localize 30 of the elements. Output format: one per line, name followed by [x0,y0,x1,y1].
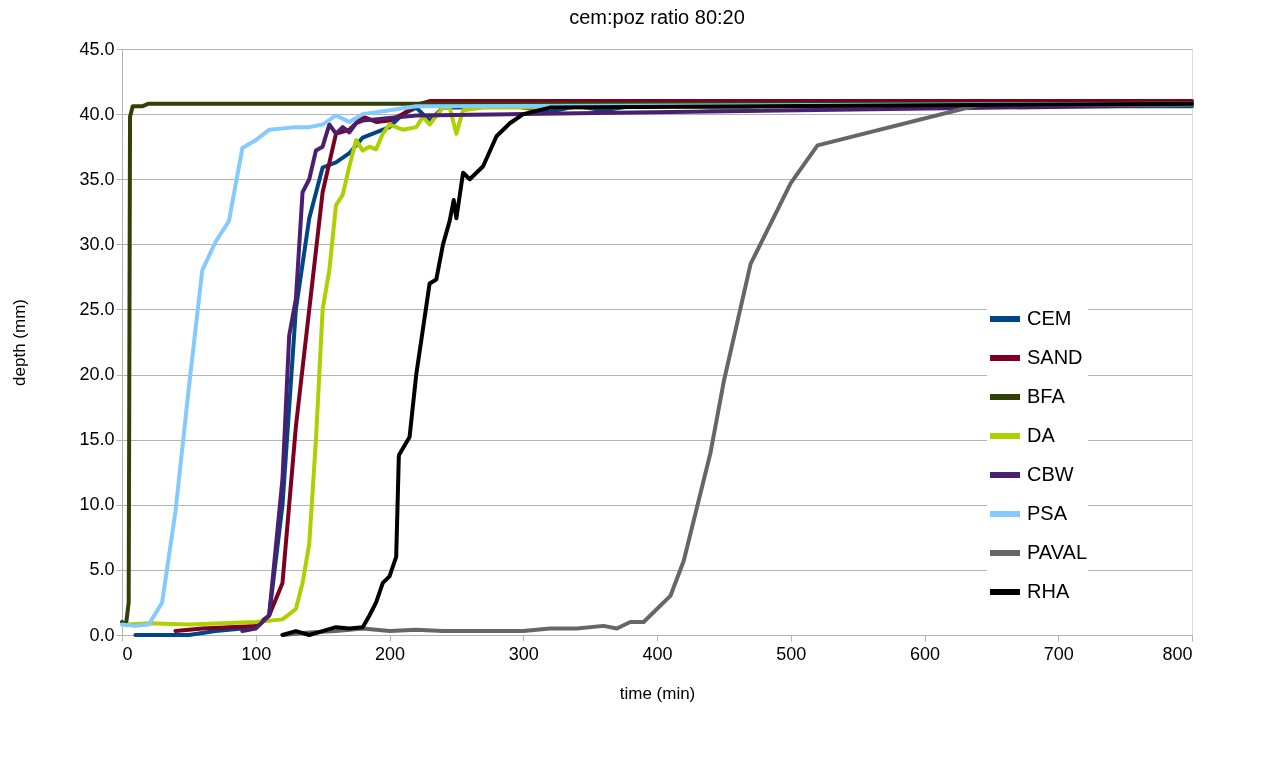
y-tick-label: 0.0 [89,624,115,645]
x-tick-label: 300 [508,643,539,664]
legend-label: CBW [1027,462,1074,485]
x-tick-label: 600 [909,643,941,664]
y-tick-label: 10.0 [79,494,115,515]
legend-label: DA [1027,423,1056,446]
y-tick-label: 25.0 [79,298,115,319]
legend-label: PSA [1027,501,1068,524]
legend-label: PAVAL [1027,540,1088,563]
x-tick-label: 100 [241,643,272,664]
x-axis-title: time (min) [619,683,696,703]
y-axis-title: depth (mm) [10,299,30,386]
y-tick-label: 30.0 [79,233,115,254]
y-tick-label: 40.0 [79,103,115,124]
legend-label: CEM [1027,306,1072,329]
x-tick-label: 200 [374,643,406,664]
legend-label: SAND [1027,345,1083,368]
x-tick-label: 500 [776,643,807,664]
x-tick-label: 400 [642,643,673,664]
y-tick-label: 15.0 [79,429,115,450]
legend-label: BFA [1027,384,1066,407]
y-tick-label: 35.0 [79,168,115,189]
x-tick-label: 700 [1043,643,1074,664]
y-tick-label: 20.0 [79,364,115,385]
x-tick-label: 800 [1162,643,1193,664]
y-tick-label: 5.0 [89,559,115,580]
y-tick-label: 45.0 [79,38,115,59]
legend-label: RHA [1027,579,1070,602]
chart-title: cem:poz ratio 80:20 [569,6,745,28]
x-tick-label: 0 [122,643,133,664]
